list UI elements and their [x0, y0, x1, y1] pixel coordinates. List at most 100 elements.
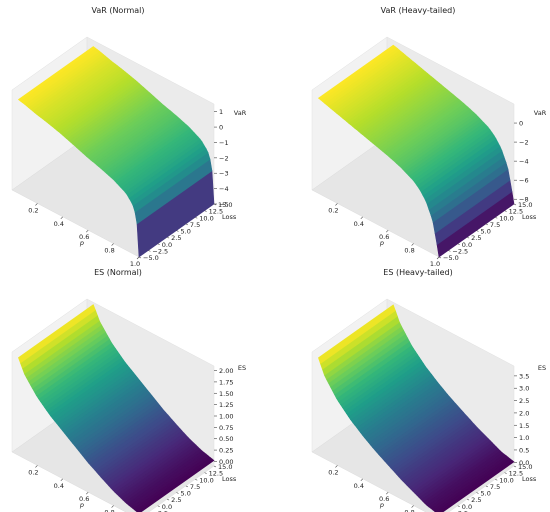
- panel-title: ES (Normal): [94, 268, 142, 277]
- y-tick-label: −2.5: [152, 509, 168, 512]
- z-tick-label: 1.75: [219, 378, 233, 386]
- y-tick-label: −5.0: [143, 254, 159, 262]
- y-tick-mark: [466, 236, 470, 239]
- y-tick-mark: [166, 236, 170, 239]
- y-tick-label: 5.0: [481, 490, 491, 498]
- x-tick-label: 0.8: [104, 247, 114, 255]
- y-tick-mark: [176, 230, 179, 232]
- x-tick-label: 0.6: [79, 233, 89, 241]
- z-tick-label: −2: [519, 139, 529, 147]
- y-tick-mark: [204, 210, 207, 212]
- x-tick-mark: [436, 256, 440, 260]
- y-tick-label: 0.0: [462, 503, 472, 511]
- z-axis-label: ES: [538, 364, 546, 372]
- y-tick-label: 0.0: [162, 503, 172, 511]
- y-tick-label: 5.0: [181, 490, 191, 498]
- y-tick-label: 2.5: [171, 234, 181, 242]
- y-tick-mark: [504, 210, 507, 212]
- x-tick-mark: [335, 203, 338, 206]
- z-tick-label: 1: [219, 108, 223, 116]
- z-tick-label: 3.0: [519, 385, 529, 393]
- z-axis-label: VaR: [534, 109, 547, 117]
- y-tick-label: 10.0: [199, 214, 213, 222]
- surface-strip: [317, 44, 396, 101]
- x-tick-label: 0.4: [54, 482, 64, 490]
- z-tick-label: 0.0: [519, 459, 529, 467]
- surface-strip: [18, 304, 96, 364]
- y-tick-label: 15.0: [518, 201, 532, 209]
- y-axis-label: Loss: [222, 475, 237, 483]
- z-tick-label: 2.00: [219, 367, 233, 375]
- x-tick-label: 1.0: [130, 260, 140, 268]
- y-tick-label: 7.5: [190, 221, 200, 229]
- x-tick-mark: [85, 229, 89, 233]
- y-tick-label: 15.0: [218, 201, 232, 209]
- y-tick-mark: [166, 498, 170, 501]
- x-tick-label: 0.6: [379, 233, 389, 241]
- x-tick-label: 0.4: [354, 482, 364, 490]
- x-axis-label: p: [79, 501, 84, 509]
- x-tick-label: 0.8: [404, 509, 414, 512]
- y-tick-label: 0.0: [462, 241, 472, 249]
- x-tick-label: 0.2: [28, 206, 38, 214]
- y-tick-mark: [438, 256, 442, 259]
- z-tick-label: 0.25: [219, 447, 233, 455]
- z-tick-label: 2.0: [519, 409, 529, 417]
- x-tick-mark: [385, 491, 389, 495]
- z-tick-label: 0.75: [219, 424, 233, 432]
- z-tick-label: −6: [519, 177, 529, 185]
- y-tick-mark: [466, 498, 470, 501]
- surface: [18, 304, 215, 512]
- x-tick-mark: [360, 478, 364, 482]
- x-axis-label: p: [79, 239, 84, 247]
- x-tick-mark: [60, 478, 64, 482]
- y-tick-mark: [485, 223, 489, 226]
- panel-title: VaR (Normal): [91, 6, 144, 15]
- y-tick-mark: [504, 472, 507, 474]
- y-tick-mark: [138, 256, 142, 259]
- y-tick-mark: [148, 250, 151, 252]
- surface: [318, 304, 515, 512]
- y-tick-label: 2.5: [171, 496, 181, 504]
- y-tick-mark: [195, 478, 198, 481]
- z-tick-label: 0.00: [219, 458, 233, 466]
- x-tick-label: 0.6: [379, 495, 389, 503]
- x-tick-label: 0.2: [28, 468, 38, 476]
- x-tick-mark: [85, 491, 89, 495]
- x-tick-mark: [411, 243, 414, 246]
- y-tick-mark: [513, 203, 517, 206]
- axis-ticks: 0.20.40.60.81.0−5.0−2.50.02.55.07.510.01…: [328, 120, 532, 268]
- x-tick-mark: [411, 505, 414, 508]
- y-tick-mark: [485, 485, 489, 488]
- x-tick-label: 0.4: [54, 220, 64, 228]
- z-tick-label: 1.5: [519, 422, 529, 430]
- z-tick-label: 1.25: [219, 401, 233, 409]
- y-tick-label: 15.0: [218, 463, 232, 471]
- x-tick-mark: [335, 465, 338, 468]
- x-tick-mark: [111, 505, 114, 508]
- z-tick-label: −4: [519, 158, 529, 166]
- z-tick-label: 0: [219, 124, 223, 132]
- y-tick-label: 7.5: [190, 483, 200, 491]
- x-tick-mark: [111, 243, 114, 246]
- x-tick-mark: [136, 256, 140, 260]
- y-axis-label: Loss: [222, 213, 237, 221]
- y-tick-mark: [476, 492, 479, 494]
- panel-var-heavy: VaR (Heavy-tailed) 0.20.40.60.81.0−5.0−2…: [311, 6, 547, 268]
- z-tick-label: 1.50: [219, 390, 233, 398]
- y-tick-label: −2.5: [452, 247, 468, 255]
- x-axis-label: p: [379, 239, 384, 247]
- y-tick-mark: [513, 465, 517, 468]
- y-tick-mark: [195, 216, 198, 219]
- x-tick-label: 0.8: [104, 509, 114, 512]
- x-tick-label: 0.6: [79, 495, 89, 503]
- y-tick-label: −2.5: [452, 509, 468, 512]
- y-tick-label: 5.0: [481, 228, 491, 236]
- x-tick-mark: [385, 229, 389, 233]
- y-tick-label: 5.0: [181, 228, 191, 236]
- y-tick-mark: [185, 485, 189, 488]
- y-tick-mark: [176, 492, 179, 494]
- y-tick-label: 7.5: [490, 483, 500, 491]
- x-tick-label: 0.8: [404, 247, 414, 255]
